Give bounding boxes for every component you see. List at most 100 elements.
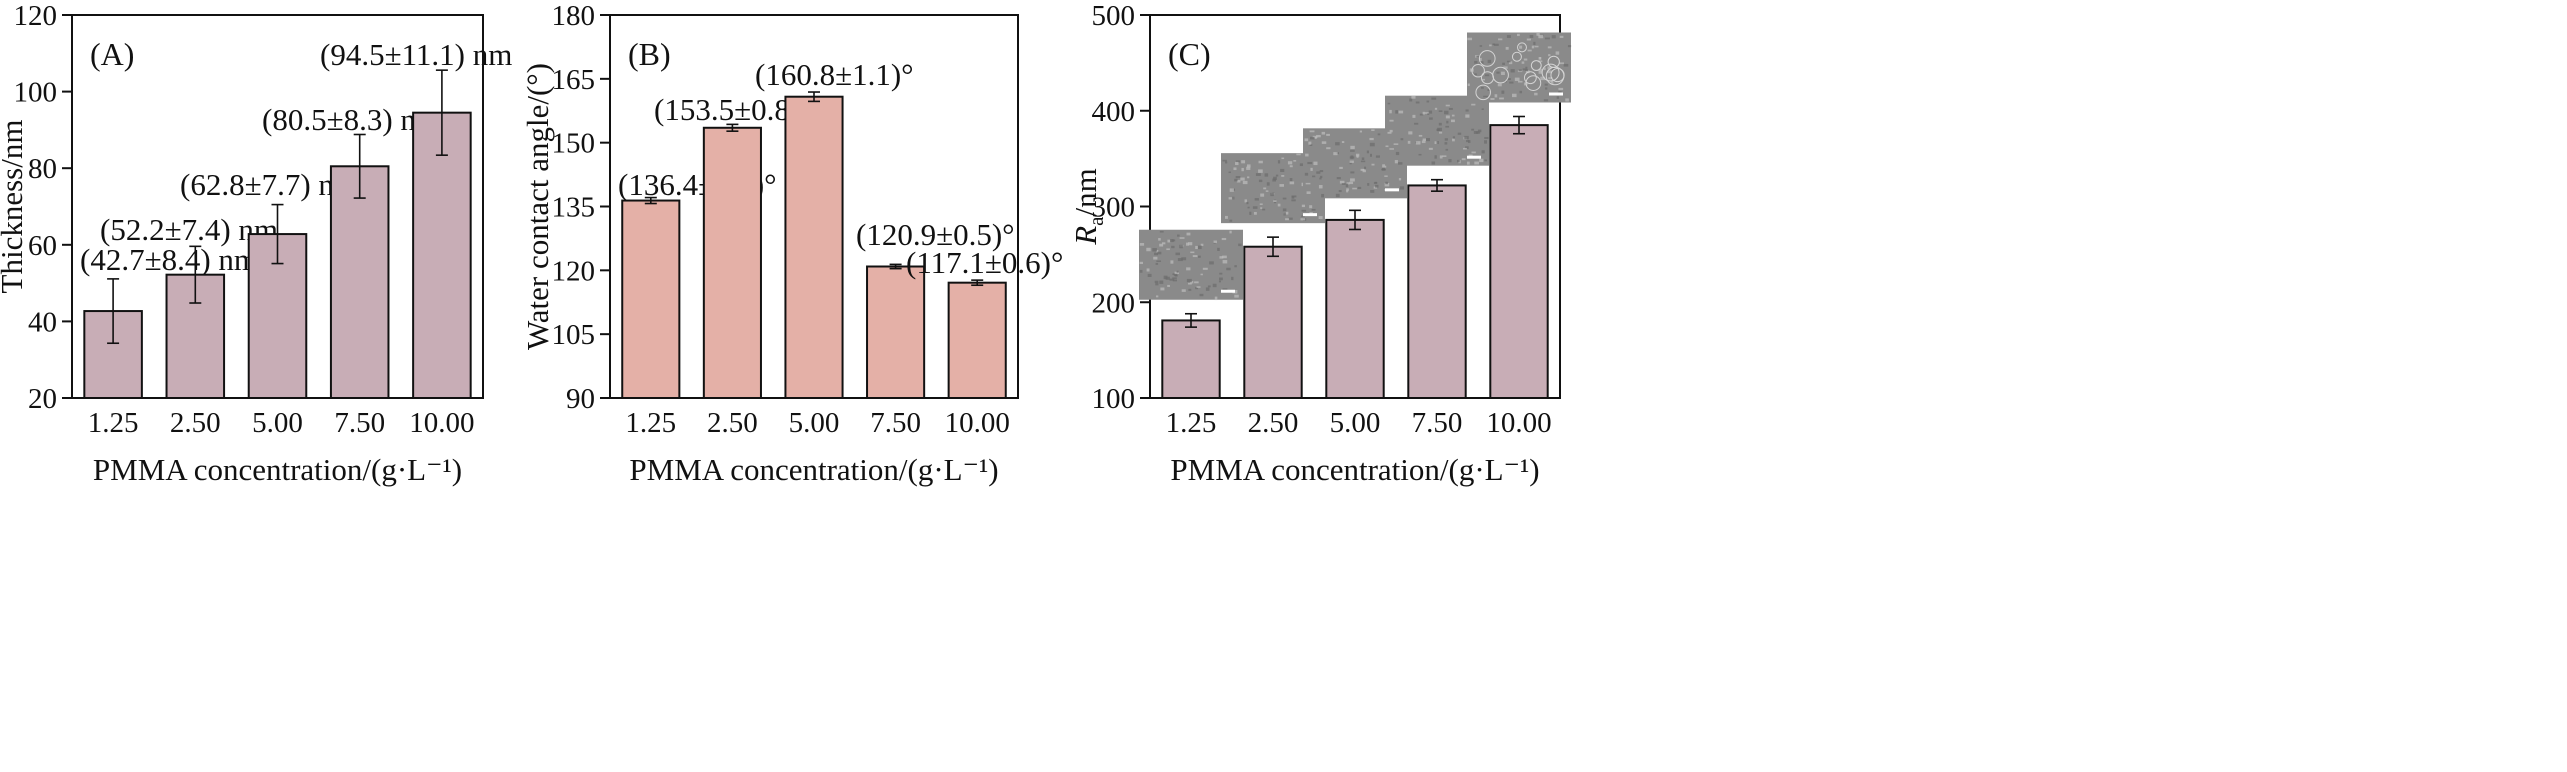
sem-texture (1487, 89, 1490, 92)
sem-texture (1534, 45, 1539, 48)
sem-texture (1434, 155, 1437, 159)
sem-texture (1264, 173, 1269, 177)
sem-texture (1481, 108, 1484, 110)
sem-texture (1525, 69, 1528, 72)
y-tick-label: 120 (552, 255, 596, 287)
sem-texture (1438, 110, 1443, 112)
sem-texture (1335, 142, 1340, 146)
sem-texture (1258, 169, 1263, 173)
sem-texture (1170, 260, 1174, 264)
sem-texture (1398, 162, 1403, 165)
sem-texture (1476, 55, 1481, 58)
sem-texture (1534, 92, 1538, 96)
sem-texture (1436, 128, 1440, 131)
x-tick-label: 1.25 (625, 407, 676, 439)
bar-7.50 (1407, 184, 1467, 399)
sem-texture (1415, 101, 1420, 104)
sem-texture (1371, 163, 1375, 166)
sem-texture (1219, 256, 1224, 259)
sem-texture (1369, 153, 1373, 157)
sem-texture (1159, 280, 1164, 284)
sem-texture (1547, 70, 1552, 74)
sem-texture (1451, 114, 1455, 117)
sem-texture (1199, 293, 1204, 297)
panel-label: (B) (628, 36, 671, 72)
sem-texture (1266, 182, 1270, 186)
sem-texture (1147, 273, 1152, 277)
sem-texture (1418, 153, 1422, 156)
sem-texture (1172, 279, 1177, 282)
sem-texture (1277, 203, 1281, 207)
sem-texture (1389, 109, 1392, 114)
sem-texture (1517, 33, 1520, 37)
sem-texture (1350, 171, 1355, 174)
sem-texture (1198, 255, 1201, 258)
sem-texture (1421, 140, 1426, 144)
sem-texture (1457, 159, 1460, 163)
sem-texture (1194, 281, 1199, 284)
sem-texture (1519, 45, 1523, 49)
value-annotation: (120.9±0.5)° (856, 217, 1015, 252)
sem-texture (1253, 211, 1257, 215)
sem-texture (1551, 35, 1556, 39)
sem-texture (1387, 102, 1391, 105)
sem-texture (1349, 181, 1354, 185)
sem-texture (1382, 164, 1387, 168)
sem-texture (1289, 177, 1293, 182)
sem-texture (1291, 196, 1295, 199)
sem-texture (1139, 243, 1145, 246)
sem-texture (1246, 201, 1249, 205)
sem-texture (1481, 150, 1485, 154)
sem-texture (1558, 87, 1564, 91)
y-tick-label: 40 (28, 306, 57, 338)
sem-texture (1551, 68, 1557, 70)
sem-texture (1258, 160, 1263, 164)
sem-texture (1301, 209, 1307, 212)
sem-texture (1188, 288, 1192, 291)
sem-texture (1355, 153, 1360, 157)
sem-texture (1234, 294, 1239, 298)
sem-texture (1240, 177, 1245, 181)
sem-texture (1321, 131, 1326, 135)
y-tick-label: 500 (1092, 0, 1136, 32)
sem-texture (1312, 175, 1316, 178)
bar-10.00 (947, 281, 1007, 399)
sem-texture (1385, 181, 1388, 185)
x-axis-label: PMMA concentration/(g·L⁻¹) (1170, 452, 1539, 487)
sem-pore (1530, 60, 1542, 71)
sem-texture (1475, 131, 1481, 134)
value-annotation: (42.7±8.4) nm (80, 242, 258, 277)
sem-texture (1465, 109, 1469, 112)
sem-texture (1398, 110, 1404, 114)
sem-texture (1374, 181, 1378, 184)
sem-texture (1531, 45, 1535, 49)
scale-bar (1385, 188, 1399, 192)
sem-texture (1545, 87, 1548, 90)
sem-texture (1523, 58, 1528, 61)
sem-texture (1487, 59, 1492, 64)
sem-texture (1202, 267, 1208, 270)
sem-texture (1289, 181, 1295, 185)
y-axis-label-sub: a (1084, 216, 1108, 226)
sem-texture (1444, 142, 1448, 145)
sem-texture (1175, 274, 1178, 277)
sem-texture (1222, 288, 1228, 292)
sem-texture (1399, 186, 1405, 190)
sem-texture (1235, 161, 1239, 166)
sem-texture (1229, 230, 1232, 234)
sem-texture (1217, 247, 1220, 251)
sem-texture (1224, 215, 1228, 219)
sem-texture (1363, 166, 1367, 170)
y-axis-label: Ra/nm (1068, 168, 1108, 246)
bar-7.50 (866, 265, 926, 399)
sem-texture (1222, 255, 1227, 259)
sem-texture (1233, 167, 1237, 171)
sem-texture (1525, 70, 1530, 74)
sem-texture (1309, 205, 1313, 209)
sem-texture (1158, 238, 1161, 241)
sem-texture (1209, 261, 1214, 265)
sem-texture (1352, 187, 1357, 190)
x-tick-label: 1.25 (1166, 407, 1217, 439)
sem-texture (1160, 287, 1165, 291)
